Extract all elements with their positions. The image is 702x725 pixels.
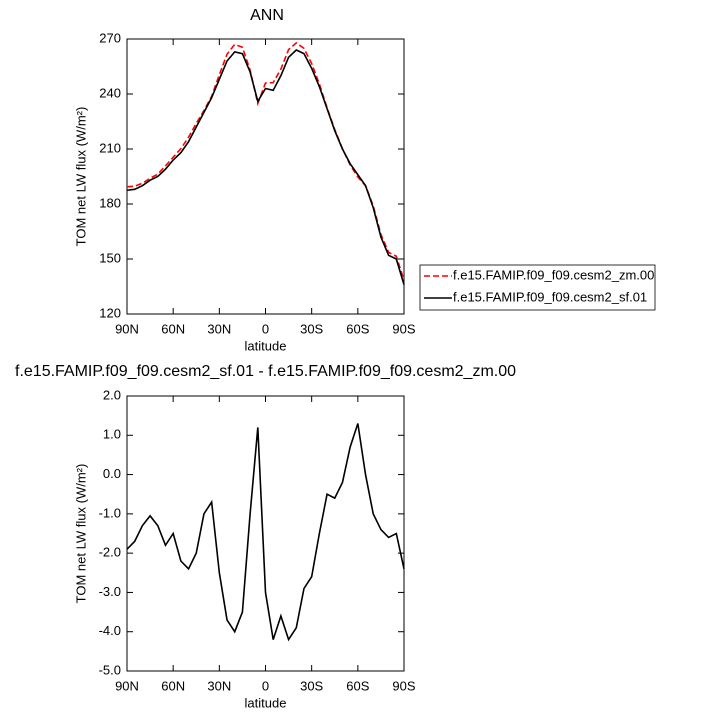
legend-box	[419, 264, 656, 311]
x-tick-label: 60N	[161, 678, 185, 693]
y-tick-label: 120	[99, 305, 121, 320]
legend-label: f.e15.FAMIP.f09_f09.cesm2_sf.01	[453, 289, 647, 304]
x-tick-label: 30S	[300, 678, 323, 693]
y-axis-label: TOM net LW flux (W/m²)	[73, 107, 88, 247]
x-tick-label: 60S	[346, 321, 369, 336]
y-tick-label: -1.0	[99, 505, 121, 520]
x-tick-label: 0	[262, 321, 269, 336]
legend-label: f.e15.FAMIP.f09_f09.cesm2_zm.00	[453, 267, 654, 282]
x-axis-label: latitude	[245, 695, 287, 710]
y-tick-label: 270	[99, 30, 121, 45]
x-tick-label: 60N	[161, 321, 185, 336]
y-tick-label: 180	[99, 195, 121, 210]
y-tick-label: 2.0	[103, 387, 121, 402]
plot-frame	[126, 38, 405, 315]
data-line	[126, 49, 405, 285]
chart-title: f.e15.FAMIP.f09_f09.cesm2_sf.01 - f.e15.…	[15, 363, 516, 380]
data-line	[126, 423, 405, 642]
x-tick-label: 30N	[207, 321, 231, 336]
plot-frame	[126, 395, 405, 672]
data-line	[126, 41, 405, 281]
x-tick-label: 90S	[392, 678, 415, 693]
y-tick-label: -5.0	[99, 662, 121, 677]
x-tick-label: 90N	[115, 678, 139, 693]
x-tick-label: 0	[262, 678, 269, 693]
y-tick-label: -2.0	[99, 545, 121, 560]
y-tick-label: 240	[99, 85, 121, 100]
x-tick-label: 90N	[115, 321, 139, 336]
x-tick-label: 30S	[300, 321, 323, 336]
y-tick-label: -3.0	[99, 584, 121, 599]
y-tick-label: 1.0	[103, 427, 121, 442]
y-tick-label: 150	[99, 250, 121, 265]
x-tick-label: 90S	[392, 321, 415, 336]
x-tick-label: 30N	[207, 678, 231, 693]
y-tick-label: 0.0	[103, 466, 121, 481]
y-axis-label: TOM net LW flux (W/m²)	[73, 464, 88, 604]
x-tick-label: 60S	[346, 678, 369, 693]
x-axis-label: latitude	[245, 338, 287, 353]
y-tick-label: -4.0	[99, 623, 121, 638]
chart-title: ANN	[250, 7, 284, 24]
y-tick-label: 210	[99, 140, 121, 155]
